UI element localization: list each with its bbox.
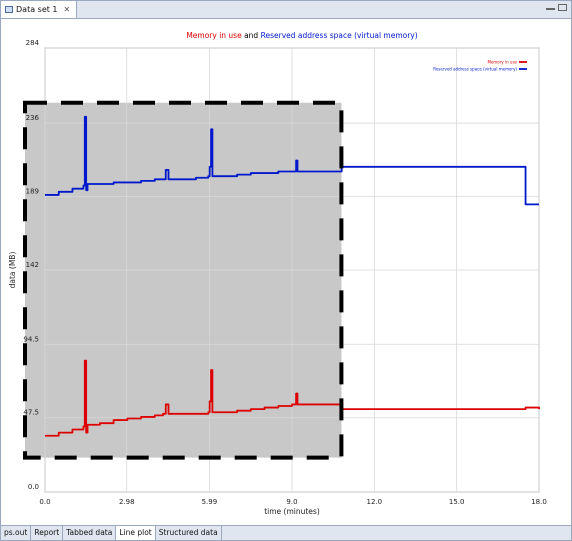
bottom-tab-line-plot[interactable]: Line plot bbox=[116, 526, 156, 540]
x-tick-label: 2.98 bbox=[119, 498, 135, 506]
y-tick-label: 0.0 bbox=[28, 483, 39, 491]
tab-title: Data set 1 bbox=[16, 5, 58, 14]
chart-title-part: and bbox=[242, 31, 261, 40]
x-tick-label: 15.0 bbox=[449, 498, 465, 506]
chart-title: Memory in use and Reserved address space… bbox=[186, 31, 417, 40]
editor-tab-bar: Data set 1 ✕ bbox=[1, 1, 571, 19]
bottom-tab-tabbed-data[interactable]: Tabbed data bbox=[63, 526, 117, 540]
legend-entry-label: Reserved address space (virtual memory) bbox=[433, 67, 517, 72]
selection-region[interactable] bbox=[25, 102, 342, 458]
chart-tab-icon bbox=[5, 6, 13, 13]
line-plot-chart[interactable]: 0.0 2.98 5.99 9.0 12.0 15.0 18.0 0.0 47.5 94.5 142… bbox=[1, 19, 571, 524]
y-tick-label: 94.5 bbox=[23, 335, 39, 343]
chart-title-part: Memory in use bbox=[186, 31, 242, 40]
selection-border[interactable] bbox=[23, 100, 344, 460]
x-tick-label: 9.0 bbox=[286, 498, 297, 506]
line-plot-area[interactable]: 0.0 2.98 5.99 9.0 12.0 15.0 18.0 0.0 47.5 94.5 142… bbox=[1, 19, 571, 524]
x-tick-label: 18.0 bbox=[531, 498, 547, 506]
legend-entry-label: Memory in use bbox=[487, 60, 517, 65]
bottom-tab-ps-out[interactable]: ps.out bbox=[1, 526, 32, 540]
x-tick-label: 12.0 bbox=[367, 498, 383, 506]
tab-data-set-1[interactable]: Data set 1 ✕ bbox=[1, 1, 78, 18]
y-tick-label: 236 bbox=[26, 114, 40, 122]
x-tick-label: 5.99 bbox=[202, 498, 218, 506]
y-tick-label: 142 bbox=[26, 261, 39, 269]
maximize-icon[interactable] bbox=[558, 4, 567, 11]
bottom-tab-structured-data[interactable]: Structured data bbox=[156, 526, 222, 540]
x-axis-label: time (minutes) bbox=[264, 507, 320, 516]
bottom-tab-bar: ps.out Report Tabbed data Line plot Structur… bbox=[1, 525, 571, 540]
y-tick-label: 189 bbox=[26, 188, 39, 196]
series-line-reserved-address-space bbox=[45, 115, 539, 206]
close-icon[interactable]: ✕ bbox=[63, 5, 71, 14]
bottom-tab-report[interactable]: Report bbox=[31, 526, 64, 540]
y-tick-label: 47.5 bbox=[23, 409, 39, 417]
x-tick-label: 0.0 bbox=[39, 498, 50, 506]
chart-title-part: Reserved address space (virtual memory) bbox=[261, 31, 418, 40]
y-axis-label: data (MB) bbox=[8, 252, 17, 289]
y-tick-label: 284 bbox=[26, 39, 40, 47]
series-line-memory-in-use bbox=[45, 359, 540, 437]
minimize-icon[interactable] bbox=[546, 4, 555, 10]
